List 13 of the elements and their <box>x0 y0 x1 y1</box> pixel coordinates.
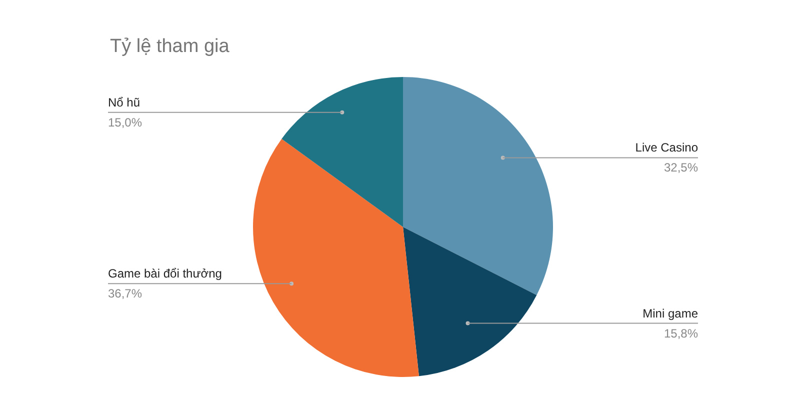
slice-label: Nổ hũ <box>108 95 140 110</box>
data-label: 15,8% <box>664 326 698 340</box>
pie-slice <box>282 77 403 227</box>
slice-label: Live Casino <box>635 140 698 155</box>
pie-slice <box>403 77 553 296</box>
slice-label: Mini game <box>642 306 698 320</box>
pie-slice <box>403 227 537 376</box>
pie-slice <box>253 138 419 377</box>
data-label: 36,7% <box>108 286 142 301</box>
slice-label: Game bài đổi thưởng <box>108 266 222 281</box>
chart-title: Tỷ lệ tham gia <box>110 36 230 58</box>
data-label: 15,0% <box>108 115 142 130</box>
data-label: 32,5% <box>664 160 698 175</box>
